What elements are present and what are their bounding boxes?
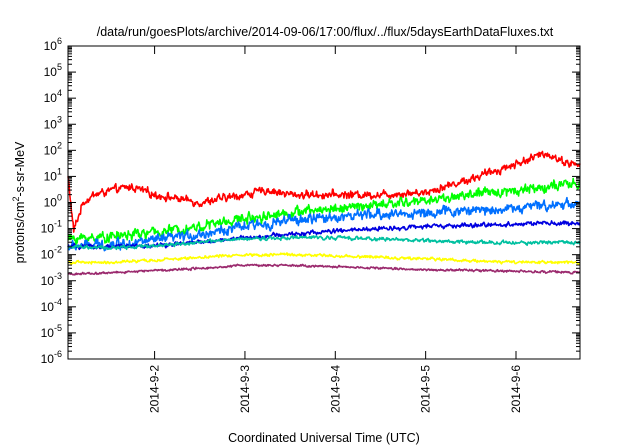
x-axis-label: Coordinated Universal Time (UTC) (228, 431, 420, 445)
y-tick-exponent: 1 (57, 166, 62, 176)
y-tick-label: 101 (44, 166, 62, 183)
y-tick-exponent: -6 (54, 349, 62, 359)
y-tick-exponent: 0 (57, 193, 62, 203)
series-line (67, 234, 581, 251)
y-tick-exponent: 5 (57, 62, 62, 72)
x-tick-label: 2014-9-3 (238, 365, 252, 413)
x-tick-label: 2014-9-5 (419, 365, 433, 413)
y-tick-label: 10-5 (41, 323, 62, 340)
x-tick-label: 2014-9-4 (328, 365, 342, 413)
y-tick-label: 106 (44, 36, 62, 53)
y-tick-label: 104 (44, 88, 62, 105)
y-axis-label-base: protons/cm (13, 202, 27, 264)
y-tick-label: 103 (44, 114, 62, 131)
series-line (67, 177, 581, 246)
y-tick-exponent: 2 (57, 140, 62, 150)
y-tick-exponent: 6 (57, 36, 62, 46)
y-tick-label: 10-3 (41, 271, 62, 288)
y-axis-label-sup: 2 (11, 197, 21, 202)
y-tick-exponent: 4 (57, 88, 62, 98)
plot-frame (67, 45, 581, 360)
y-tick-label: 105 (44, 62, 62, 79)
y-tick-label: 10-1 (41, 219, 62, 236)
series-layer (67, 150, 581, 276)
y-axis-label-rest: -s-sr-MeV (13, 141, 27, 197)
y-tick-exponent: -2 (54, 245, 62, 255)
x-tick-label: 2014-9-2 (148, 365, 162, 413)
y-tick-exponent: -5 (54, 323, 62, 333)
y-tick-exponent: -4 (54, 297, 62, 307)
y-tick-label: 10-2 (41, 245, 62, 262)
y-tick-label: 10-6 (41, 349, 62, 366)
y-axis-label: protons/cm2-s-sr-MeV (11, 141, 27, 263)
series-line (67, 263, 581, 276)
series-line (67, 196, 581, 252)
series-line (67, 150, 581, 233)
y-tick-exponent: -1 (54, 219, 62, 229)
series-line (67, 252, 581, 266)
y-tick-label: 10-4 (41, 297, 62, 314)
y-tick-exponent: -3 (54, 271, 62, 281)
x-tick-label: 2014-9-6 (509, 365, 523, 413)
y-tick-label: 102 (44, 140, 62, 157)
y-tick-label: 100 (44, 193, 62, 210)
chart-title: /data/run/goesPlots/archive/2014-09-06/1… (97, 25, 554, 39)
y-tick-exponent: 3 (57, 114, 62, 124)
